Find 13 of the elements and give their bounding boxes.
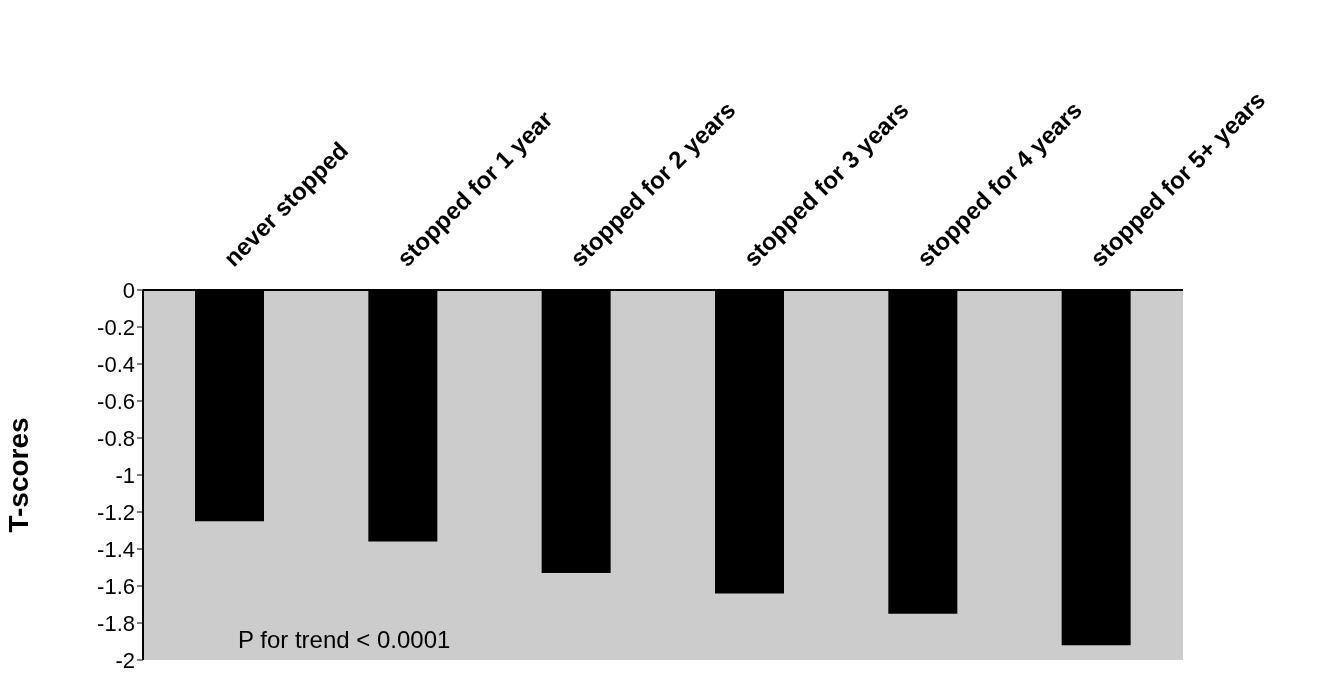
y-tick-label: -1.2 (97, 499, 135, 525)
y-axis-title: T-scores (2, 417, 34, 533)
y-tick-label: -1.4 (97, 536, 135, 562)
y-tick-label: -0.4 (97, 351, 135, 377)
annotation: P for trend < 0.0001 (238, 626, 451, 654)
y-tick-label: -1.8 (97, 610, 135, 636)
y-tick-label: -1.6 (97, 573, 135, 599)
y-tick-label: 0 (122, 277, 135, 303)
y-tick-label: -0.8 (97, 425, 135, 451)
y-tick-label: -0.2 (97, 314, 135, 340)
y-tick-label: -0.6 (97, 388, 135, 414)
y-tick-label: -1 (115, 462, 135, 488)
y-tick-label: -2 (115, 647, 135, 673)
